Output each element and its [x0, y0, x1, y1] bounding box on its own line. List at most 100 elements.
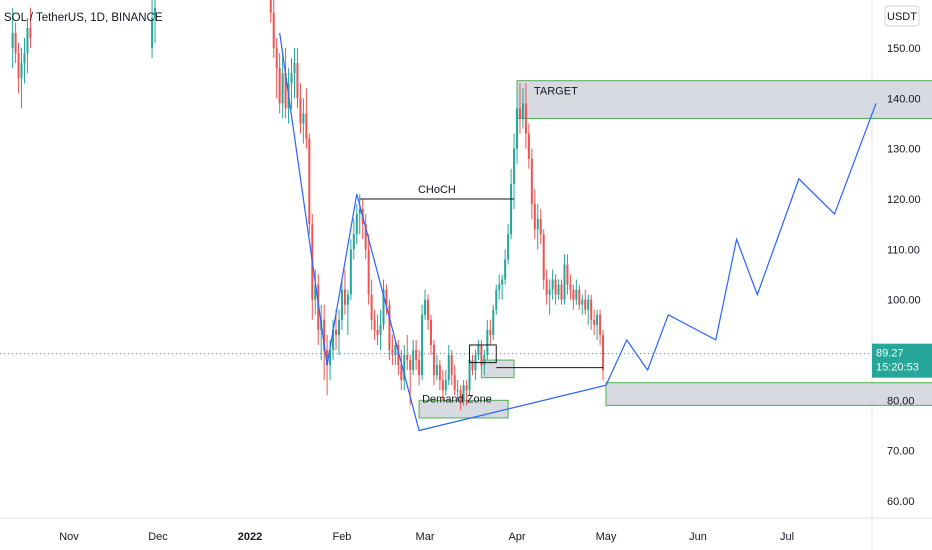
candle-body [308, 138, 311, 225]
candle-body [581, 299, 584, 305]
candle-body [575, 289, 578, 300]
choch-label: CHoCH [418, 184, 456, 196]
candle-body [151, 17, 154, 48]
currency-label: USDT [887, 11, 917, 23]
target-label: TARGET [534, 86, 578, 98]
candle-body [501, 279, 504, 285]
x-tick-label: Mar [416, 531, 435, 543]
candle-body [11, 32, 14, 48]
candle-body [438, 365, 441, 381]
candle-body [154, 7, 157, 18]
candle-body [290, 73, 293, 84]
candle-body [302, 113, 305, 124]
candle-body [379, 324, 382, 335]
current-price-badge: 89.27 15:20:53 [872, 343, 932, 378]
chart-title: SOL / TetherUS, 1D, BINANCE [4, 12, 163, 24]
demand-zone-main [605, 382, 932, 406]
candle-body [26, 27, 29, 54]
candle-body [373, 319, 376, 330]
candle-body [349, 249, 352, 295]
candle-body [406, 355, 409, 361]
candle-body [462, 385, 465, 401]
candle-body [450, 355, 453, 376]
candle-body [557, 284, 560, 295]
y-tick-label: 140.00 [887, 93, 921, 105]
candle-body [284, 73, 287, 109]
candle-body [536, 219, 539, 230]
candle-body [20, 63, 23, 79]
candle-body [489, 329, 492, 335]
candle-body [524, 103, 527, 134]
candle-body [272, 12, 275, 48]
candle-body [551, 279, 554, 290]
y-tick-label: 110.00 [887, 244, 920, 256]
candle-body [533, 204, 536, 230]
candle-body [400, 365, 403, 381]
candle-body [569, 284, 572, 290]
candle-body [329, 350, 332, 366]
candle-body [566, 264, 569, 285]
candle-body [278, 68, 281, 104]
candle-body [504, 259, 507, 280]
candle-body [563, 264, 566, 300]
candle-body [317, 284, 320, 330]
candle-body [602, 334, 605, 371]
x-tick-label: Jun [689, 531, 707, 543]
candle-body [560, 284, 563, 300]
x-tick-label: 2022 [238, 531, 262, 543]
lines-layer [0, 32, 877, 432]
current-price-label: 89.27 [876, 348, 904, 360]
candle-body [444, 380, 447, 391]
candle-body [397, 344, 400, 366]
candle-body [459, 390, 462, 401]
candle-body [483, 355, 486, 366]
candle-body [29, 27, 32, 38]
structure-box [469, 344, 497, 364]
candle-body [352, 234, 355, 250]
candle-body [468, 360, 471, 391]
candle-body [299, 98, 302, 124]
y-tick-label: 80.00 [887, 395, 915, 407]
candle-body [364, 224, 367, 250]
candle-body [587, 299, 590, 310]
target-zone [516, 80, 932, 119]
currency-button[interactable]: USDT [884, 5, 920, 27]
currency-button-box[interactable] [884, 5, 920, 27]
candle-body [435, 365, 438, 376]
candle-body [323, 319, 326, 350]
x-tick-label: May [596, 531, 617, 543]
candle-body [391, 350, 394, 356]
candle-body [421, 314, 424, 376]
candle-body [471, 360, 474, 371]
candle-body [542, 234, 545, 280]
candle-body [518, 108, 521, 119]
x-axis[interactable]: Nov Dec 2022 Feb Mar Apr May Jun Jul [59, 531, 794, 543]
candle-body [409, 360, 412, 371]
candle-body [424, 299, 427, 315]
candle-body [332, 329, 335, 350]
y-tick-label: 150.00 [887, 43, 921, 55]
candle-body [495, 289, 498, 310]
y-axis[interactable]: 150.00140.00130.00120.00110.00100.0090.0… [887, 43, 921, 508]
candle-body [596, 314, 599, 325]
candle-body [516, 108, 519, 149]
y-tick-label: 100.00 [887, 295, 921, 307]
candle-body [590, 299, 593, 320]
candle-body [403, 355, 406, 381]
candle-body [355, 214, 358, 235]
candle-body [326, 350, 329, 366]
candle-body [335, 329, 338, 335]
candle-body [23, 53, 26, 64]
x-tick-label: Feb [332, 531, 351, 543]
candle-body [521, 103, 524, 119]
candle-body [314, 284, 317, 300]
candle-body [388, 304, 391, 350]
candle-body [447, 355, 450, 381]
candle-body [394, 344, 397, 356]
candle-body [269, 0, 272, 13]
candle-body [453, 375, 456, 391]
x-tick-label: Dec [148, 531, 168, 543]
candle-body [432, 344, 435, 376]
candle-body [599, 314, 602, 335]
